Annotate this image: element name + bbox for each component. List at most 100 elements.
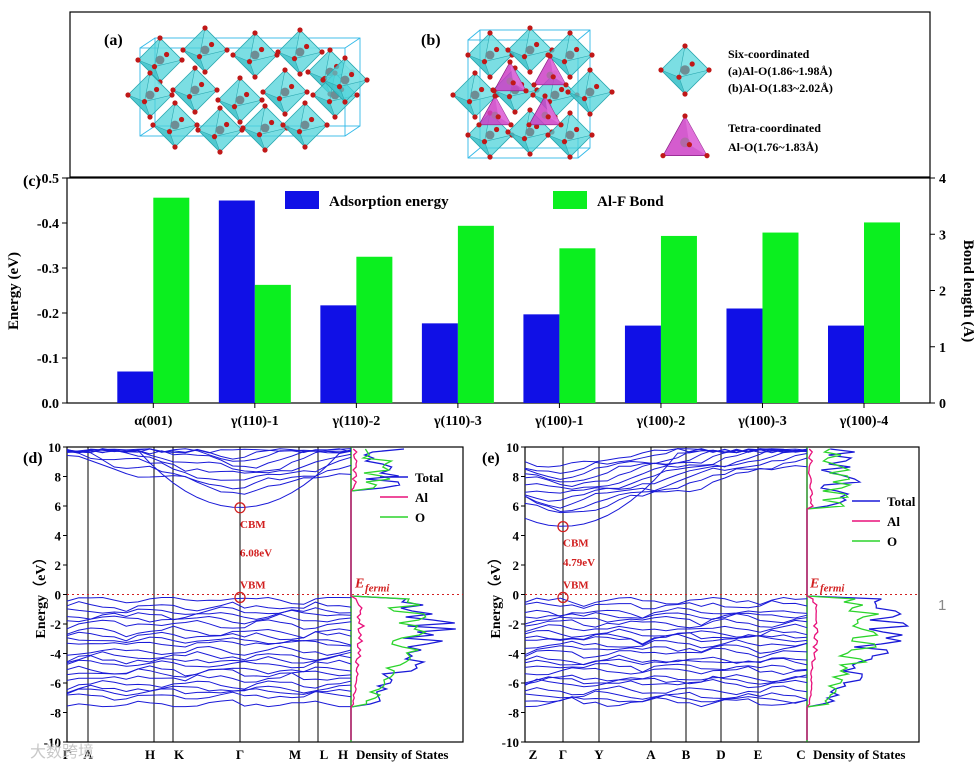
tetrahedron-face-light	[545, 96, 561, 125]
y-tick-label: -4	[50, 647, 61, 662]
o-atom	[297, 27, 303, 33]
al-f-bond-bar	[356, 256, 393, 403]
o-atom	[217, 105, 223, 111]
o-atom	[157, 35, 163, 41]
conduction-band-line	[66, 449, 352, 481]
octahedron-face-dark	[507, 131, 531, 155]
x-tick-label: γ(110)-2	[331, 414, 380, 429]
valence-band-line	[66, 659, 352, 669]
al-atom	[565, 130, 575, 140]
dos-axis-label: Density of States	[356, 747, 448, 762]
y2-tick-label: 2	[939, 285, 946, 300]
adsorption-energy-bar	[320, 305, 357, 403]
unit-cell-edge	[577, 147, 591, 159]
o-atom	[479, 86, 485, 93]
o-atom	[282, 67, 288, 73]
conduction-band-line	[66, 448, 352, 473]
octahedron-face-dark	[262, 91, 286, 115]
al-atom	[295, 47, 305, 57]
k-point-label: K	[174, 747, 185, 762]
o-atom	[465, 52, 471, 58]
o-atom	[507, 59, 513, 65]
adsorption-energy-bar	[624, 325, 661, 403]
y-tick-label: -2	[508, 617, 519, 632]
o-atom	[192, 109, 198, 115]
o-atom	[259, 46, 265, 53]
cbm-marker	[234, 502, 246, 514]
octahedron	[465, 30, 515, 80]
o-atom	[151, 64, 158, 70]
six-coordinated-range-a: (a)Al-O(1.86~1.98Å)	[728, 64, 832, 78]
o-atom	[230, 52, 236, 58]
o-atom	[217, 149, 223, 155]
o-atom	[466, 99, 473, 105]
o-atom	[309, 116, 315, 123]
o-atom	[487, 154, 493, 160]
crystal-structure-a	[125, 25, 370, 155]
o-atom	[364, 77, 370, 83]
o-atom	[523, 88, 529, 94]
unit-cell-edge	[344, 37, 361, 49]
octahedron	[180, 25, 230, 75]
vbm-label: VBM	[240, 579, 266, 591]
o-atom	[527, 151, 533, 157]
panel-label-a: (a)	[104, 32, 123, 49]
octahedron	[450, 70, 500, 120]
valence-band-line	[524, 639, 808, 649]
al-f-bond-bar	[660, 235, 697, 403]
conduction-band-line	[524, 453, 808, 509]
octahedron-face-dark	[322, 79, 346, 103]
y-tick-label: -0.2	[37, 307, 59, 322]
o-atom	[209, 41, 215, 48]
o-atom	[465, 132, 471, 138]
o-atom	[252, 30, 258, 36]
valence-band-line	[66, 631, 352, 642]
o-atom	[505, 129, 511, 135]
o-atom	[349, 71, 355, 78]
octahedron-face-dark	[242, 127, 266, 151]
o-atom	[172, 100, 178, 106]
o-atom	[542, 93, 548, 99]
o-atom	[574, 126, 580, 133]
o-atom	[154, 86, 160, 93]
o-atom	[275, 49, 281, 55]
octahedron-face-dark	[492, 89, 516, 113]
o-atom	[594, 83, 600, 90]
legend-label: Total	[887, 494, 916, 509]
adsorption-energy-bar	[828, 325, 865, 403]
cbm-marker	[557, 521, 569, 533]
o-atom	[302, 144, 308, 150]
y-tick-label: 4	[55, 529, 62, 544]
octahedron-face-dark	[232, 54, 256, 78]
tetrahedron-legend	[660, 113, 710, 159]
y2-tick-label: 0	[939, 397, 946, 412]
conduction-band-line	[66, 455, 352, 495]
o-atom	[472, 70, 478, 76]
o-atom	[320, 77, 326, 83]
o-atom	[164, 51, 170, 58]
x-tick-label: α(001)	[134, 414, 172, 429]
o-atom	[487, 74, 493, 80]
o-atom	[282, 111, 288, 117]
legend-label-adsorption: Adsorption energy	[329, 194, 449, 210]
valence-band-line	[524, 678, 808, 689]
al-atom	[565, 50, 575, 60]
octahedron	[240, 103, 290, 153]
o-atom	[521, 54, 528, 60]
unit-cell-edge	[577, 29, 591, 41]
fermi-label: fermi	[365, 583, 390, 595]
o-atom	[186, 94, 193, 100]
o-atom	[252, 74, 258, 80]
o-atom	[527, 25, 533, 31]
o-atom	[195, 127, 201, 133]
o-atom	[231, 104, 238, 110]
al-atom	[215, 125, 225, 135]
k-point-label: Y	[594, 747, 604, 762]
octahedron	[230, 30, 280, 80]
o-atom	[510, 80, 516, 86]
o-atom	[147, 70, 153, 76]
bar-chart-frame	[66, 177, 931, 404]
y-tick-label: 0	[513, 588, 520, 603]
o-atom	[224, 47, 230, 53]
